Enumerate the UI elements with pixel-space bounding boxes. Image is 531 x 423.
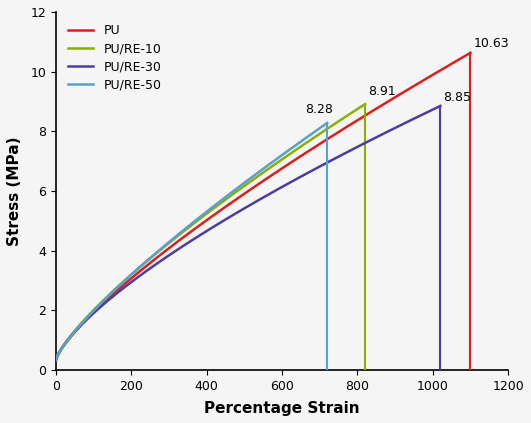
PU/RE-50 (257, 168, 263, 173)
Line: PU/RE-50: PU/RE-50 (56, 123, 327, 360)
PU/RE-10 (259, 170, 266, 176)
PU/RE-10 (53, 357, 59, 362)
PU/RE-30 (437, 103, 443, 108)
Text: 8.91: 8.91 (368, 85, 396, 98)
PU (330, 133, 336, 138)
Line: PU/RE-30: PU/RE-30 (56, 106, 440, 361)
PU/RE-50 (212, 202, 219, 207)
PU (467, 50, 474, 55)
PU/RE-50 (53, 357, 59, 362)
PU/RE-30 (53, 359, 59, 364)
PU/RE-50 (324, 121, 330, 126)
PU/RE-50 (101, 298, 107, 303)
Text: 10.63: 10.63 (474, 37, 509, 50)
PU/RE-30 (151, 263, 158, 268)
PU (159, 251, 166, 256)
Line: PU/RE-10: PU/RE-10 (56, 104, 365, 360)
Line: PU: PU (56, 53, 470, 360)
PU/RE-30 (342, 151, 348, 156)
Y-axis label: Stress (MPa): Stress (MPa) (7, 136, 22, 246)
PU/RE-10 (132, 269, 139, 274)
PU/RE-50 (175, 231, 182, 236)
PU (240, 192, 246, 197)
PU (297, 154, 303, 159)
PU/RE-10 (285, 152, 292, 157)
PU/RE-10 (193, 220, 199, 225)
PU/RE-30 (310, 168, 316, 173)
X-axis label: Percentage Strain: Percentage Strain (204, 401, 360, 416)
PU/RE-10 (235, 188, 241, 193)
PU/RE-10 (362, 102, 368, 107)
PU/RE-30 (279, 184, 286, 189)
PU/RE-50 (234, 186, 241, 191)
Text: 8.28: 8.28 (305, 103, 332, 116)
PU (365, 111, 371, 116)
PU (126, 277, 132, 283)
Text: 8.85: 8.85 (443, 91, 472, 104)
PU/RE-50 (123, 277, 129, 282)
PU/RE-10 (107, 291, 114, 296)
PU (53, 357, 59, 362)
PU/RE-30 (227, 214, 233, 220)
Legend: PU, PU/RE-10, PU/RE-30, PU/RE-50: PU, PU/RE-10, PU/RE-30, PU/RE-50 (62, 18, 168, 98)
PU/RE-30 (121, 285, 127, 290)
